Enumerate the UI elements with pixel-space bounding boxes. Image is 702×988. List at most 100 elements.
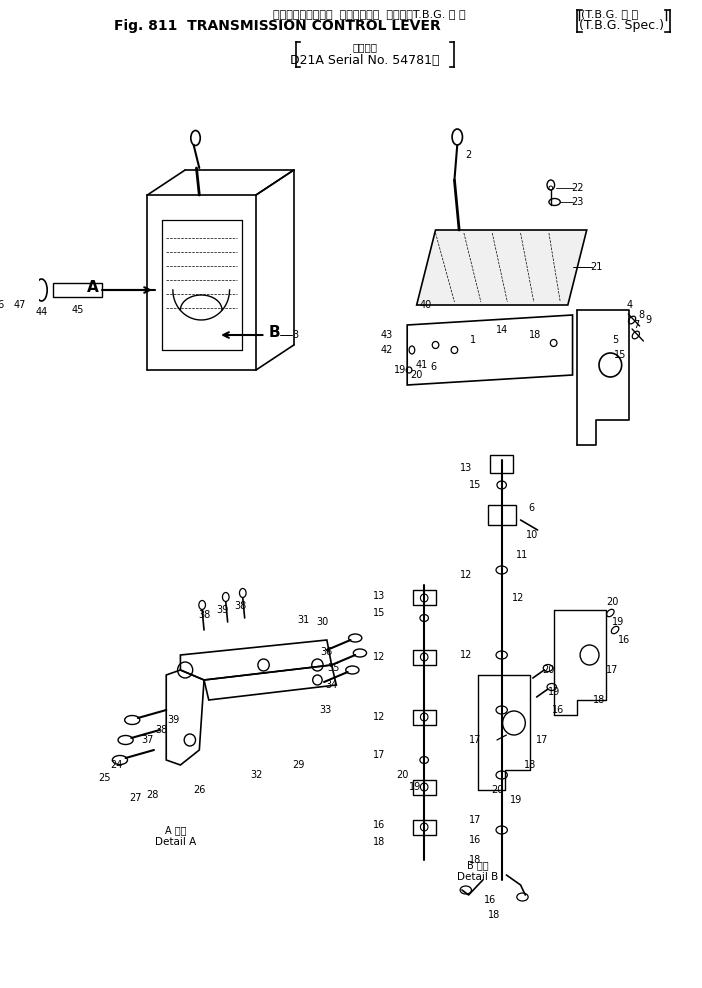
Text: Fig. 811  TRANSMISSION CONTROL LEVER: Fig. 811 TRANSMISSION CONTROL LEVER: [114, 19, 441, 33]
Text: 18: 18: [593, 695, 605, 705]
Text: 47: 47: [13, 300, 26, 310]
Text: A 詳細: A 詳細: [165, 825, 187, 835]
Text: 41: 41: [416, 360, 428, 370]
Text: 12: 12: [373, 652, 385, 662]
Text: 38: 38: [155, 725, 168, 735]
Text: 17: 17: [469, 815, 482, 825]
Text: 17: 17: [469, 735, 482, 745]
Text: 20: 20: [543, 665, 555, 675]
Text: 20: 20: [606, 597, 618, 607]
Text: 16: 16: [373, 820, 385, 830]
Text: 46: 46: [0, 300, 5, 310]
Text: 21: 21: [590, 262, 602, 272]
Text: 適用号機: 適用号機: [352, 42, 377, 52]
Text: 40: 40: [420, 300, 432, 310]
Text: 16: 16: [484, 895, 496, 905]
Text: 37: 37: [141, 735, 154, 745]
Bar: [413, 780, 435, 795]
Text: B 詳細: B 詳細: [468, 860, 489, 870]
Text: 25: 25: [98, 773, 111, 783]
Text: 16: 16: [618, 635, 630, 645]
Text: 19: 19: [611, 617, 624, 627]
Bar: [490, 455, 513, 473]
Text: 43: 43: [380, 330, 392, 340]
Text: 32: 32: [250, 770, 262, 780]
Text: 16: 16: [469, 835, 482, 845]
Text: Detail B: Detail B: [458, 872, 498, 882]
Text: 12: 12: [373, 712, 385, 722]
Text: 18: 18: [488, 910, 501, 920]
Text: 13: 13: [373, 591, 385, 601]
Text: 18: 18: [524, 760, 536, 770]
Text: 14: 14: [496, 325, 508, 335]
Text: 19: 19: [510, 795, 522, 805]
Text: 1: 1: [470, 335, 477, 345]
Text: トランスミッション  コントロール  レバー（T.B.G. 仕 様: トランスミッション コントロール レバー（T.B.G. 仕 様: [273, 9, 465, 19]
Text: 45: 45: [71, 305, 84, 315]
Text: 18: 18: [373, 837, 385, 847]
Text: 44: 44: [35, 307, 48, 317]
Text: 17: 17: [606, 665, 618, 675]
Text: 12: 12: [460, 650, 472, 660]
Text: 13: 13: [460, 463, 472, 473]
Text: 18: 18: [469, 855, 482, 865]
Text: 33: 33: [319, 705, 331, 715]
Text: 27: 27: [128, 793, 141, 803]
Text: 20: 20: [491, 785, 503, 795]
Text: 20: 20: [396, 770, 409, 780]
Text: Detail A: Detail A: [155, 837, 197, 847]
Text: 23: 23: [571, 197, 583, 207]
Text: 29: 29: [292, 760, 305, 770]
Text: 6: 6: [529, 503, 535, 513]
Text: 26: 26: [193, 785, 206, 795]
Bar: [413, 650, 435, 665]
Text: 5: 5: [612, 335, 618, 345]
Text: 31: 31: [297, 615, 310, 625]
Text: 19: 19: [548, 687, 559, 697]
Text: 18: 18: [529, 330, 541, 340]
Text: 12: 12: [512, 593, 524, 603]
Text: 36: 36: [321, 647, 333, 657]
Text: B: B: [269, 324, 281, 340]
Text: 3: 3: [293, 330, 299, 340]
Text: 2: 2: [465, 150, 472, 160]
Text: 19: 19: [394, 365, 406, 375]
Text: A: A: [86, 280, 98, 294]
Text: 12: 12: [460, 570, 472, 580]
Text: 38: 38: [198, 610, 210, 620]
Text: 15: 15: [373, 608, 385, 618]
Text: 9: 9: [645, 315, 651, 325]
Bar: [413, 590, 435, 605]
Bar: [413, 820, 435, 835]
Text: 11: 11: [517, 550, 529, 560]
Text: 24: 24: [110, 760, 122, 770]
Text: 34: 34: [326, 680, 338, 690]
Text: 15: 15: [614, 350, 626, 360]
Text: 38: 38: [234, 601, 246, 611]
Text: 10: 10: [526, 530, 538, 540]
Text: 22: 22: [571, 183, 583, 193]
Text: 19: 19: [409, 782, 421, 792]
Text: 8: 8: [638, 310, 644, 320]
Text: (T.B.G. 仕 様: (T.B.G. 仕 様: [581, 9, 638, 19]
Text: (T.B.G. Spec.): (T.B.G. Spec.): [579, 20, 664, 33]
Text: 4: 4: [626, 300, 633, 310]
Text: 35: 35: [327, 663, 340, 673]
Text: 28: 28: [146, 790, 158, 800]
Polygon shape: [417, 230, 587, 305]
Text: 16: 16: [552, 705, 564, 715]
Text: 15: 15: [469, 480, 482, 490]
Bar: [487, 505, 516, 525]
Text: 42: 42: [380, 345, 392, 355]
Text: 30: 30: [316, 617, 329, 627]
Bar: [53, 283, 102, 297]
Text: 39: 39: [217, 605, 229, 615]
Text: 17: 17: [373, 750, 385, 760]
Text: 7: 7: [633, 320, 639, 330]
Bar: [413, 710, 435, 725]
Text: D21A Serial No. 54781～: D21A Serial No. 54781～: [290, 53, 439, 66]
Text: 39: 39: [168, 715, 180, 725]
Text: 6: 6: [430, 362, 437, 372]
Text: 17: 17: [536, 735, 548, 745]
Text: 20: 20: [411, 370, 423, 380]
